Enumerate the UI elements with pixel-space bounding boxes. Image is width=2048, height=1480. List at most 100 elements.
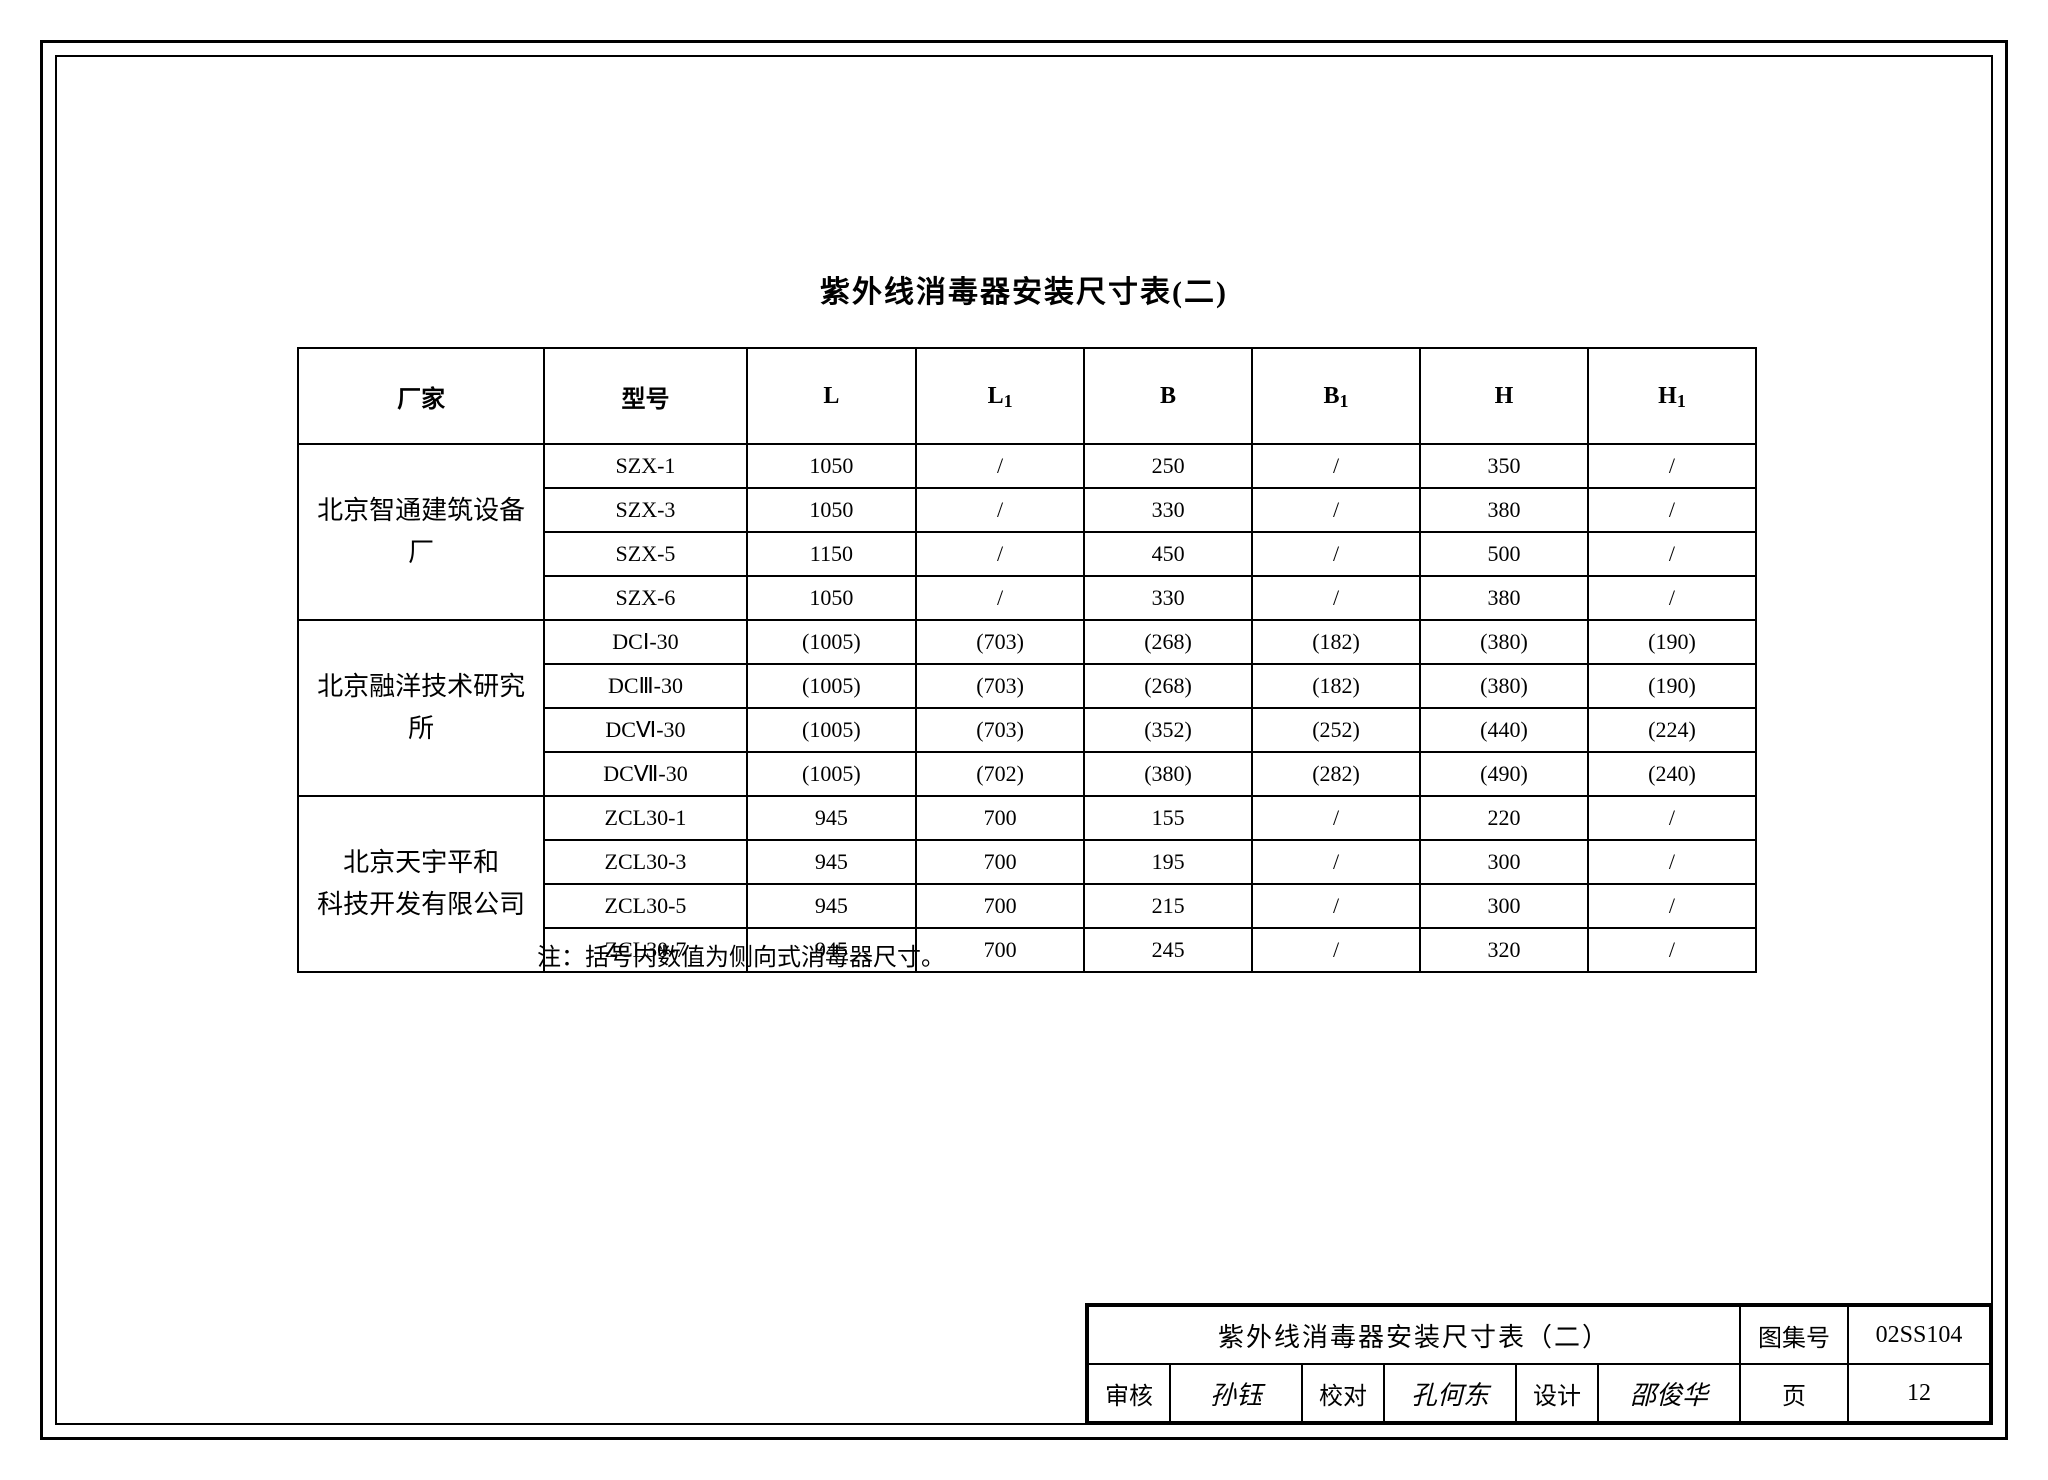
dim-cell: /: [916, 576, 1084, 620]
manufacturer-cell: 北京智通建筑设备厂: [298, 444, 544, 620]
model-cell: ZCL30-1: [544, 796, 746, 840]
dim-cell: 350: [1420, 444, 1588, 488]
dim-cell: 380: [1420, 576, 1588, 620]
col-manufacturer: 厂家: [298, 348, 544, 444]
dim-cell: /: [1588, 576, 1756, 620]
dim-cell: 700: [916, 884, 1084, 928]
table-body: 北京智通建筑设备厂SZX-11050/250/350/SZX-31050/330…: [298, 444, 1756, 972]
dim-cell: (268): [1084, 620, 1252, 664]
col-model: 型号: [544, 348, 746, 444]
tb-design-label: 设计: [1516, 1364, 1598, 1422]
dim-cell: (703): [916, 708, 1084, 752]
dim-cell: /: [1588, 796, 1756, 840]
model-cell: ZCL30-3: [544, 840, 746, 884]
dim-cell: /: [1252, 928, 1420, 972]
footnote: 注：括号内数值为侧向式消毒器尺寸。: [537, 937, 945, 972]
table-header-row: 厂家 型号 L L1 B B1 H H1: [298, 348, 1756, 444]
dim-cell: 320: [1420, 928, 1588, 972]
manufacturer-cell: 北京天宇平和科技开发有限公司: [298, 796, 544, 972]
col-H: H: [1420, 348, 1588, 444]
model-cell: DCⅢ-30: [544, 664, 746, 708]
dim-cell: 945: [747, 884, 916, 928]
dim-cell: (190): [1588, 620, 1756, 664]
dim-cell: (490): [1420, 752, 1588, 796]
model-cell: SZX-5: [544, 532, 746, 576]
col-B: B: [1084, 348, 1252, 444]
model-cell: SZX-3: [544, 488, 746, 532]
dim-cell: 700: [916, 796, 1084, 840]
dim-cell: /: [1588, 488, 1756, 532]
tb-review-label: 审核: [1088, 1364, 1170, 1422]
dim-cell: (440): [1420, 708, 1588, 752]
dim-cell: 700: [916, 840, 1084, 884]
table-row: 北京融洋技术研究所DCⅠ-30(1005)(703)(268)(182)(380…: [298, 620, 1756, 664]
dim-cell: 250: [1084, 444, 1252, 488]
page-outer-border: 紫外线消毒器安装尺寸表(二) 厂家 型号 L L1 B B1 H H1 北京智通…: [40, 40, 2008, 1440]
dim-cell: /: [1252, 444, 1420, 488]
dim-cell: (1005): [747, 620, 916, 664]
dim-cell: /: [1588, 532, 1756, 576]
model-cell: DCⅦ-30: [544, 752, 746, 796]
table-title: 紫外线消毒器安装尺寸表(二): [57, 267, 1991, 311]
dim-cell: /: [1588, 928, 1756, 972]
dim-cell: (252): [1252, 708, 1420, 752]
dim-cell: /: [1252, 796, 1420, 840]
dim-cell: (182): [1252, 620, 1420, 664]
dim-cell: (380): [1084, 752, 1252, 796]
dim-cell: (380): [1420, 664, 1588, 708]
model-cell: SZX-1: [544, 444, 746, 488]
model-cell: DCⅠ-30: [544, 620, 746, 664]
dim-cell: /: [1252, 884, 1420, 928]
dim-cell: /: [1252, 488, 1420, 532]
dim-cell: /: [916, 444, 1084, 488]
col-H1: H1: [1588, 348, 1756, 444]
title-block: 紫外线消毒器安装尺寸表（二） 图集号 02SS104 审核 孙钰 校对 孔何东 …: [1085, 1303, 1991, 1423]
tb-atlas-label: 图集号: [1740, 1306, 1848, 1364]
dim-cell: (240): [1588, 752, 1756, 796]
model-cell: ZCL30-5: [544, 884, 746, 928]
model-cell: DCⅥ-30: [544, 708, 746, 752]
dim-cell: /: [1252, 576, 1420, 620]
dim-cell: (182): [1252, 664, 1420, 708]
dim-cell: /: [1588, 884, 1756, 928]
dim-cell: 215: [1084, 884, 1252, 928]
dim-cell: /: [916, 488, 1084, 532]
dim-cell: 1050: [747, 488, 916, 532]
dim-cell: 330: [1084, 488, 1252, 532]
dim-cell: 1050: [747, 444, 916, 488]
dim-cell: 220: [1420, 796, 1588, 840]
dim-cell: 450: [1084, 532, 1252, 576]
tb-atlas-value: 02SS104: [1848, 1306, 1990, 1364]
model-cell: SZX-6: [544, 576, 746, 620]
tb-check-label: 校对: [1302, 1364, 1384, 1422]
dim-cell: 500: [1420, 532, 1588, 576]
dim-cell: 245: [1084, 928, 1252, 972]
dim-cell: 155: [1084, 796, 1252, 840]
dim-cell: (1005): [747, 664, 916, 708]
dim-cell: (380): [1420, 620, 1588, 664]
dim-cell: 1150: [747, 532, 916, 576]
dim-cell: 195: [1084, 840, 1252, 884]
col-L: L: [747, 348, 916, 444]
dim-cell: 380: [1420, 488, 1588, 532]
dim-cell: 945: [747, 840, 916, 884]
dim-cell: 300: [1420, 884, 1588, 928]
dim-cell: /: [1252, 840, 1420, 884]
manufacturer-cell: 北京融洋技术研究所: [298, 620, 544, 796]
dim-cell: (352): [1084, 708, 1252, 752]
dim-cell: (224): [1588, 708, 1756, 752]
dim-cell: 945: [747, 796, 916, 840]
col-B1: B1: [1252, 348, 1420, 444]
table-row: 北京天宇平和科技开发有限公司ZCL30-1945700155/220/: [298, 796, 1756, 840]
dimension-table: 厂家 型号 L L1 B B1 H H1 北京智通建筑设备厂SZX-11050/…: [297, 347, 1757, 973]
dim-cell: 330: [1084, 576, 1252, 620]
dim-cell: (702): [916, 752, 1084, 796]
dim-cell: (190): [1588, 664, 1756, 708]
dim-cell: (282): [1252, 752, 1420, 796]
dim-cell: /: [1588, 840, 1756, 884]
tb-page-value: 12: [1848, 1364, 1990, 1422]
tb-design-sig: 邵俊华: [1598, 1364, 1740, 1422]
page-inner-border: 紫外线消毒器安装尺寸表(二) 厂家 型号 L L1 B B1 H H1 北京智通…: [55, 55, 1993, 1425]
dim-cell: 1050: [747, 576, 916, 620]
tb-page-label: 页: [1740, 1364, 1848, 1422]
